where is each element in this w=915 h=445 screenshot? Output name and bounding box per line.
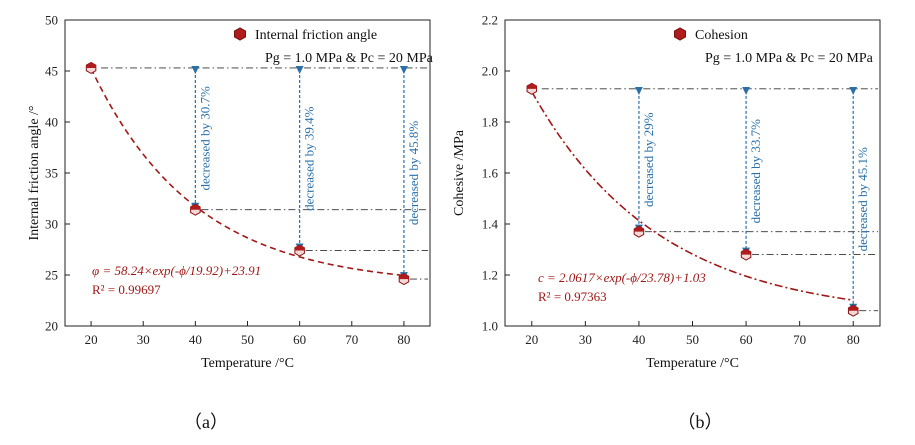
fit-r2-a: R² = 0.99697 <box>92 282 161 297</box>
decrease-label-a-2: decreased by 45.8% <box>406 121 421 225</box>
data-point-fill-b-0 <box>527 83 537 89</box>
y-tick-label-b-4: 1.8 <box>482 115 498 130</box>
y-axis-title-b: Cohesive /MPa <box>452 129 467 216</box>
annotations-b: decreased by 29% decreased by 33.7% decrea… <box>634 86 870 312</box>
y-tick-label-b-2: 1.4 <box>482 217 499 232</box>
conditions-text-a: Pg = 1.0 MPa & Pc = 20 MPa <box>265 51 434 66</box>
data-point-fill-a-0 <box>86 62 96 68</box>
fit-curve-b <box>531 91 854 301</box>
fit-equation-b: c = 2.0617×exp(-ϕ/23.78)+1.03 <box>538 270 706 285</box>
x-tick-label-b-1: 30 <box>579 332 592 347</box>
data-point-fill-b-1 <box>634 226 644 232</box>
decrease-label-b-1: decreased by 33.7% <box>748 119 763 223</box>
reference-lines-a <box>101 67 428 280</box>
legend-a: Internal friction angle <box>234 27 377 43</box>
x-tick-label-b-6: 80 <box>847 332 860 347</box>
panel-label-b: （b） <box>678 412 723 432</box>
x-axis-title-a: Temperature /°C <box>201 356 294 371</box>
x-tick-label-a-2: 40 <box>189 332 202 347</box>
x-axis-title-b: Temperature /°C <box>646 356 739 371</box>
x-tick-label-a-1: 30 <box>137 332 150 347</box>
y-tick-label-a-0: 20 <box>45 319 58 334</box>
ticks-b: 20 30 40 50 60 70 80 1.0 1.2 1.4 1.6 1.8 2.0 2.2 <box>482 13 860 348</box>
legend-label-a: Internal friction angle <box>255 28 377 43</box>
x-tick-label-b-0: 20 <box>525 332 538 347</box>
data-point-fill-a-1 <box>190 204 201 210</box>
x-tick-label-b-5: 70 <box>793 332 806 347</box>
annotations-a: decreased by 30.7% decreased by 39.4% decr… <box>191 65 421 281</box>
y-tick-label-a-2: 30 <box>45 217 58 232</box>
decrease-label-a-0: decreased by 30.7% <box>197 86 212 190</box>
decrease-label-b-2: decreased by 45.1% <box>855 147 870 251</box>
legend-marker-icon-a <box>234 27 246 41</box>
y-tick-label-a-5: 45 <box>45 64 58 79</box>
y-tick-label-b-6: 2.2 <box>482 13 498 28</box>
x-tick-label-a-4: 60 <box>293 332 306 347</box>
data-points-a <box>85 61 410 286</box>
y-tick-label-a-6: 50 <box>45 13 58 28</box>
decrease-label-b-0: decreased by 29% <box>641 112 656 207</box>
y-axis-title-a: Internal friction angle /° <box>27 105 42 240</box>
x-tick-label-a-6: 80 <box>397 332 410 347</box>
panel-label-a: （a） <box>184 412 228 432</box>
y-tick-label-b-0: 1.0 <box>482 319 498 334</box>
chart-panel-b: 20 30 40 50 60 70 80 1.0 1.2 1.4 1.6 1.8 2.0 2.2 decr… <box>452 13 881 432</box>
fit-curve-path-a <box>90 68 405 277</box>
data-point-fill-b-3 <box>848 305 858 311</box>
x-tick-label-a-5: 70 <box>345 332 358 347</box>
fit-r2-b: R² = 0.97363 <box>538 289 607 304</box>
x-tick-label-b-2: 40 <box>632 332 645 347</box>
ticks-a: 20 30 40 50 60 70 80 20 25 30 35 40 45 50 <box>45 13 410 348</box>
x-tick-label-a-0: 20 <box>85 332 98 347</box>
y-tick-label-a-4: 40 <box>45 115 58 130</box>
legend-b: Cohesion <box>674 27 748 43</box>
data-point-fill-a-3 <box>399 273 409 280</box>
legend-label-b: Cohesion <box>695 28 748 43</box>
conditions-text-b: Pg = 1.0 MPa & Pc = 20 MPa <box>705 51 874 66</box>
fit-curve-a <box>90 68 405 277</box>
y-tick-label-b-3: 1.6 <box>482 166 499 181</box>
chart-panel-a: 20 30 40 50 60 70 80 20 25 30 35 40 45 50 decreased b… <box>27 13 434 433</box>
x-tick-label-a-3: 50 <box>241 332 254 347</box>
data-point-fill-b-2 <box>741 249 751 255</box>
fit-equation-a: φ = 58.24×exp(-ϕ/19.92)+23.91 <box>92 263 261 278</box>
y-tick-label-a-3: 35 <box>45 166 58 181</box>
decrease-label-a-1: decreased by 39.4% <box>302 106 317 210</box>
fit-curve-path-b <box>531 91 854 301</box>
x-tick-label-b-4: 60 <box>740 332 753 347</box>
y-tick-label-b-5: 2.0 <box>482 64 498 79</box>
data-point-fill-a-2 <box>294 245 305 251</box>
x-tick-label-b-3: 50 <box>686 332 699 347</box>
y-tick-label-b-1: 1.2 <box>482 268 498 283</box>
y-tick-label-a-1: 25 <box>45 268 58 283</box>
legend-marker-icon-b <box>674 27 686 41</box>
data-points-b <box>526 82 859 317</box>
